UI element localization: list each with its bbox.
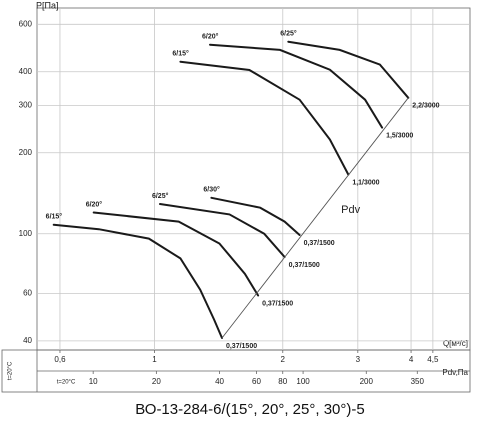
y-tick-label: 200: [19, 148, 33, 157]
line-label: Pdv: [341, 204, 360, 216]
end-label: 0,37/1500: [262, 300, 293, 307]
end-label: 1,1/3000: [352, 179, 379, 186]
x2-tick-label: 350: [411, 377, 425, 386]
curve-label: 6/25°: [280, 30, 297, 38]
y-tick-label: 300: [19, 100, 33, 109]
end-label: 0,37/1500: [226, 343, 257, 350]
y-tick-label: 60: [23, 289, 32, 298]
y-tick-label: 600: [19, 19, 33, 28]
chart-title: ВО-13-284-6/(15°, 20°, 25°, 30°)-5: [135, 401, 364, 418]
curve: [92, 211, 260, 297]
y-tick-label: 400: [19, 67, 33, 76]
y-tick-label: 100: [19, 229, 33, 238]
plot-frame: [36, 7, 471, 351]
x2-tick-label: 40: [215, 377, 224, 386]
curve: [210, 196, 301, 236]
x2-tick-label: 20: [152, 377, 161, 386]
annotation: t=20°C: [57, 380, 76, 386]
end-label: 0,37/1500: [304, 240, 335, 247]
curve: [287, 40, 410, 99]
end-label: 1,5/3000: [386, 132, 413, 139]
curve-label: 6/15°: [172, 50, 189, 58]
x-tick-label: 3: [356, 355, 361, 364]
end-label: 0,37/1500: [289, 262, 320, 269]
x-axis-label: Q[м³/с]: [443, 339, 468, 348]
curve-label: 6/20°: [202, 33, 219, 41]
curve: [159, 203, 286, 258]
curve: [179, 60, 350, 176]
y-tick-label: 40: [23, 336, 32, 345]
x2-tick-label: 200: [360, 377, 374, 386]
x-tick-label: 4: [409, 355, 414, 364]
curve-label: 6/30°: [203, 186, 220, 194]
annotation: t=20°C: [8, 361, 14, 380]
x-tick-label: 4,5: [427, 355, 439, 364]
curve-label: 6/25°: [152, 192, 169, 200]
curve-label: 6/15°: [46, 213, 63, 221]
x2-tick-label: 10: [89, 377, 98, 386]
end-label: 2,2/3000: [412, 103, 439, 110]
curve-label: 6/20°: [86, 200, 103, 208]
x-tick-label: 0,6: [54, 355, 66, 364]
y-axis-label: P[Па]: [36, 0, 58, 10]
x2-tick-label: 60: [252, 377, 261, 386]
x2-axis-label: Pdv,Па: [442, 368, 468, 377]
curve: [221, 97, 409, 339]
x2-tick-label: 80: [278, 377, 287, 386]
x-tick-label: 1: [152, 355, 157, 364]
curve: [52, 223, 223, 339]
x2-tick-label: 100: [296, 377, 310, 386]
curve: [209, 43, 384, 129]
x-tick-label: 2: [281, 355, 286, 364]
